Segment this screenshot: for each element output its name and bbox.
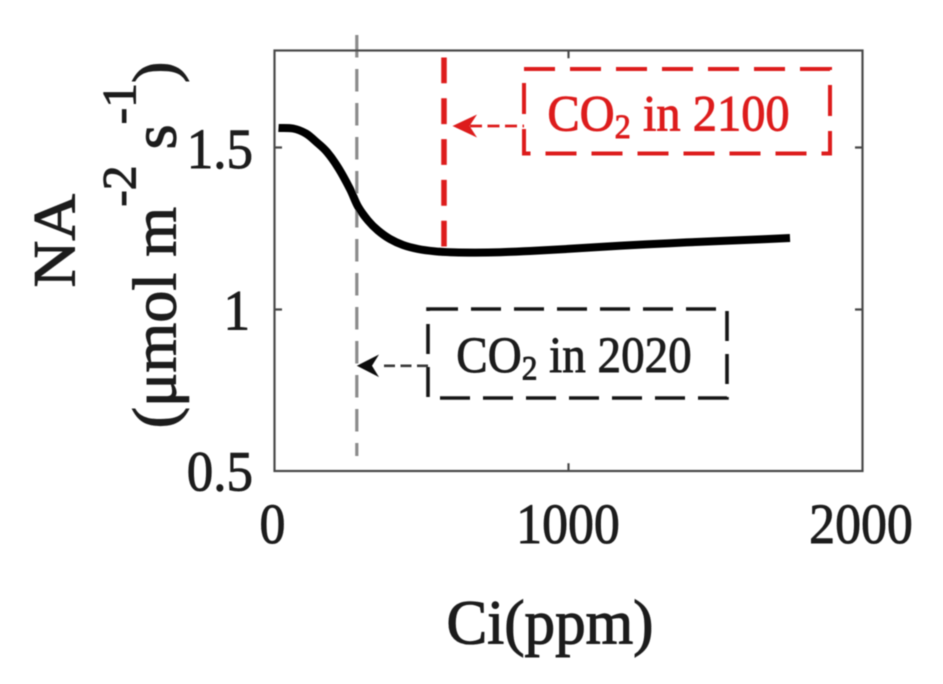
svg-text:2000: 2000 bbox=[809, 493, 913, 556]
svg-text:CO2 in 2020: CO2 in 2020 bbox=[456, 328, 691, 388]
svg-text:NA: NA bbox=[22, 194, 88, 288]
svg-text:0.5: 0.5 bbox=[187, 441, 253, 504]
svg-text:1: 1 bbox=[223, 280, 250, 343]
svg-text:Ci(ppm): Ci(ppm) bbox=[446, 588, 653, 658]
svg-text:1000: 1000 bbox=[516, 493, 620, 556]
svg-text:CO2 in 2100: CO2 in 2100 bbox=[547, 86, 789, 146]
svg-text:0: 0 bbox=[260, 493, 286, 556]
svg-text:1.5: 1.5 bbox=[187, 118, 253, 181]
